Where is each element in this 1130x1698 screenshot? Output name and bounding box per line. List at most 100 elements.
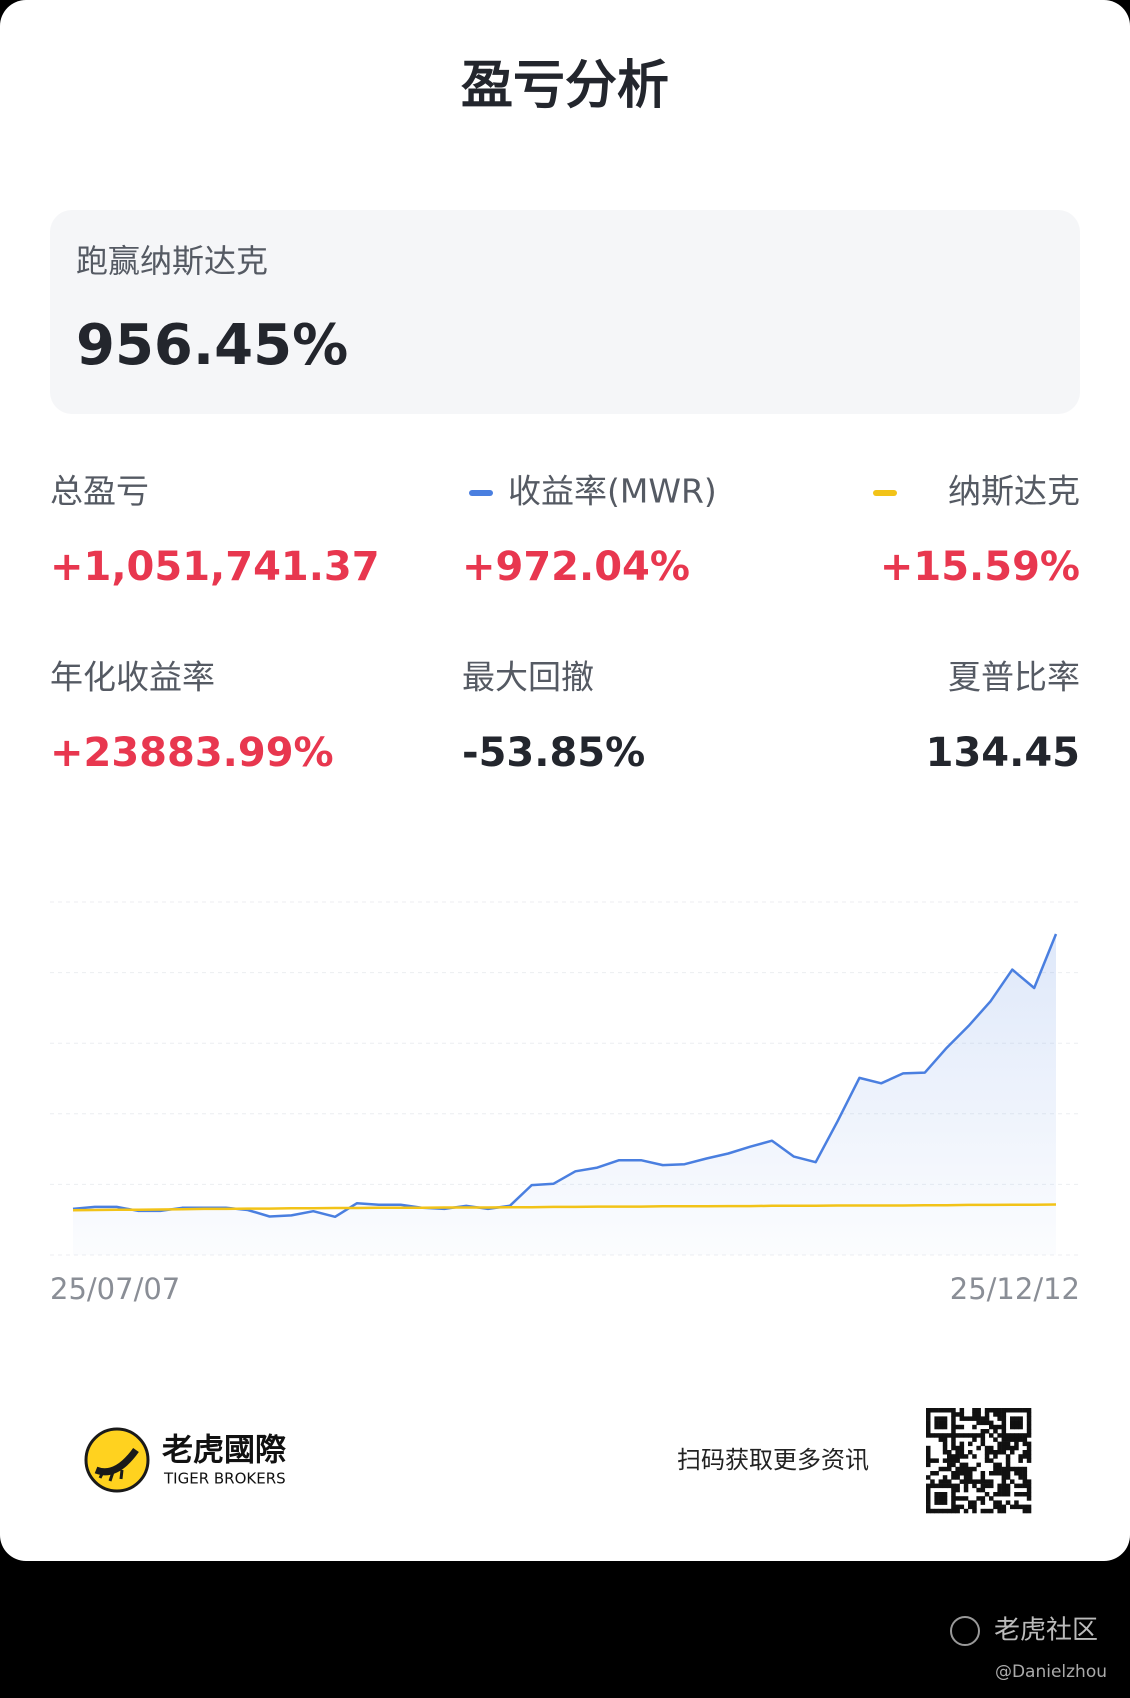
qr-cell [959,1496,965,1501]
qr-cell [938,1408,944,1413]
qr-cell [993,1450,998,1455]
qr-cell [951,1471,956,1476]
qr-cell [1018,1504,1023,1510]
qr-cell [980,1441,986,1447]
qr-cell [1014,1500,1019,1505]
qr-cell [972,1416,977,1421]
qr-cell [972,1466,977,1472]
qr-cell [955,1433,960,1438]
qr-cell [930,1483,935,1489]
qr-cell [1005,1408,1011,1413]
qr-cell [1001,1424,1007,1430]
banner-label: 跑赢纳斯达克 [76,242,268,280]
qr-cell [930,1508,935,1514]
qr-cell [993,1454,998,1459]
qr-cell [926,1429,931,1434]
stat-value: +1,051,741.37 [50,544,380,590]
qr-cell [1005,1454,1011,1459]
qr-cell [934,1416,939,1421]
qr-cell [947,1433,952,1438]
qr-cell [942,1433,948,1438]
qr-cell [955,1424,960,1430]
qr-cell [989,1479,994,1484]
qr-cell [980,1437,986,1442]
qr-cell [951,1458,956,1463]
qr-cell [1014,1445,1019,1451]
qr-cell [1018,1424,1023,1430]
qr-cell [997,1445,1002,1451]
qr-cell [942,1475,948,1480]
qr-cell [997,1471,1002,1476]
qr-cell [1014,1492,1019,1497]
qr-cell [951,1445,956,1451]
qr-cell [968,1433,973,1438]
qr-cell [955,1471,960,1476]
qr-cell [1022,1450,1028,1455]
qr-cell [997,1492,1002,1497]
qr-cell [951,1492,956,1497]
qr-cell [955,1496,960,1501]
qr-cell [1026,1487,1032,1493]
qr-cell [1005,1462,1011,1468]
qr-cell [938,1420,944,1426]
qr-cell [1018,1458,1023,1463]
qr-cell [1026,1450,1032,1455]
qr-cell [951,1504,956,1510]
stat-value: +972.04% [462,544,690,590]
qr-cell [989,1408,994,1413]
qr-cell [951,1462,956,1468]
qr-cell [989,1445,994,1451]
qr-cell [997,1412,1002,1417]
qr-cell [934,1424,939,1430]
qr-cell [1005,1466,1011,1472]
qr-cell [1018,1475,1023,1480]
qr-cell [1018,1466,1023,1472]
series-line [72,1203,1057,1212]
qr-cell [951,1475,956,1480]
qr-cell [926,1450,931,1455]
qr-cell [947,1508,952,1514]
qr-cell [1001,1420,1007,1426]
qr-cell [951,1424,956,1430]
qr-cell [1026,1483,1032,1489]
qr-cell [1022,1408,1028,1413]
qr-cell [1022,1454,1028,1459]
qr-cell [1001,1433,1007,1438]
qr-cell [1010,1433,1015,1438]
qr-cell [1010,1437,1015,1442]
qr-cell [1014,1433,1019,1438]
qr-cell [926,1412,931,1417]
qr-cell [959,1424,965,1430]
qr-cell [1026,1458,1032,1463]
qr-cell [1001,1441,1007,1447]
qr-cell [976,1462,981,1468]
qr-cell [926,1445,931,1451]
qr-cell [934,1496,939,1501]
qr-cell [926,1487,931,1493]
qr-cell [942,1416,948,1421]
banner-value: 956.45% [76,313,348,378]
qr-cell [938,1496,944,1501]
qr-cell [976,1433,981,1438]
qr-cell [1005,1487,1011,1493]
qr-cell [968,1466,973,1472]
qr-cell [976,1487,981,1493]
qr-cell [938,1416,944,1421]
qr-cell [942,1508,948,1514]
qr-cell [1001,1412,1007,1417]
qr-cell [993,1500,998,1505]
title: 盈亏分析 [461,56,669,116]
qr-cell [980,1479,986,1484]
qr-cell [955,1483,960,1489]
qr-cell [1001,1429,1007,1434]
qr-cell [955,1475,960,1480]
qr-cell [934,1483,939,1489]
qr-cell [1014,1437,1019,1442]
qr-cell [959,1504,965,1510]
qr-cell [993,1462,998,1468]
qr-cell [942,1458,948,1463]
qr-cell [934,1500,939,1505]
qr-cell [930,1479,935,1484]
qr-cell [1022,1437,1028,1442]
qr-cell [993,1424,998,1430]
